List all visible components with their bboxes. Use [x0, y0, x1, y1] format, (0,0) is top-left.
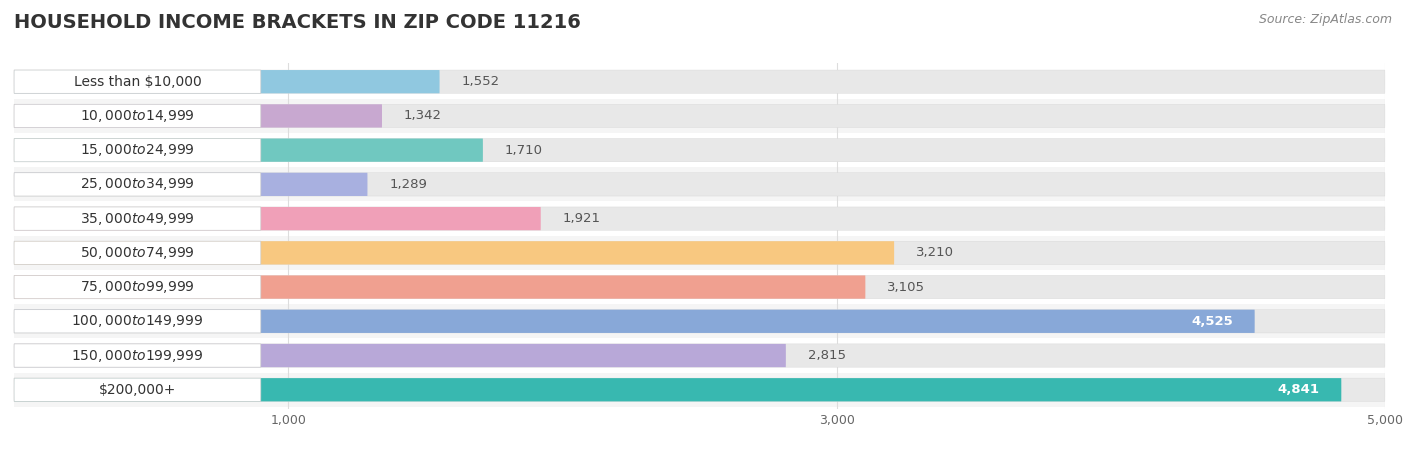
Text: HOUSEHOLD INCOME BRACKETS IN ZIP CODE 11216: HOUSEHOLD INCOME BRACKETS IN ZIP CODE 11…: [14, 13, 581, 32]
Text: Source: ZipAtlas.com: Source: ZipAtlas.com: [1258, 13, 1392, 26]
FancyBboxPatch shape: [14, 310, 1254, 333]
FancyBboxPatch shape: [14, 173, 367, 196]
FancyBboxPatch shape: [14, 207, 541, 230]
Text: 2,815: 2,815: [808, 349, 846, 362]
Text: $25,000 to $34,999: $25,000 to $34,999: [80, 176, 195, 192]
FancyBboxPatch shape: [14, 173, 1385, 196]
FancyBboxPatch shape: [14, 173, 262, 196]
FancyBboxPatch shape: [14, 310, 262, 333]
Text: 4,841: 4,841: [1278, 383, 1319, 396]
Text: 1,710: 1,710: [505, 144, 543, 157]
FancyBboxPatch shape: [14, 138, 262, 162]
FancyBboxPatch shape: [14, 70, 262, 93]
Bar: [14, 339, 1385, 373]
Text: 1,552: 1,552: [461, 75, 499, 88]
FancyBboxPatch shape: [14, 241, 262, 264]
Text: 1,342: 1,342: [404, 110, 441, 123]
FancyBboxPatch shape: [14, 344, 262, 367]
Bar: [14, 133, 1385, 167]
Text: $150,000 to $199,999: $150,000 to $199,999: [72, 348, 204, 364]
FancyBboxPatch shape: [14, 207, 1385, 230]
FancyBboxPatch shape: [14, 104, 382, 128]
FancyBboxPatch shape: [14, 275, 865, 299]
FancyBboxPatch shape: [14, 104, 262, 128]
FancyBboxPatch shape: [14, 378, 262, 401]
FancyBboxPatch shape: [14, 378, 1341, 401]
FancyBboxPatch shape: [14, 275, 262, 299]
FancyBboxPatch shape: [14, 275, 1385, 299]
FancyBboxPatch shape: [14, 207, 262, 230]
Bar: [14, 167, 1385, 202]
Bar: [14, 99, 1385, 133]
FancyBboxPatch shape: [14, 310, 1385, 333]
Text: 3,105: 3,105: [887, 281, 925, 294]
Text: $200,000+: $200,000+: [98, 383, 176, 397]
FancyBboxPatch shape: [14, 70, 440, 93]
Text: 4,525: 4,525: [1191, 315, 1233, 328]
Text: 1,289: 1,289: [389, 178, 427, 191]
Text: $15,000 to $24,999: $15,000 to $24,999: [80, 142, 195, 158]
FancyBboxPatch shape: [14, 241, 1385, 264]
Text: Less than $10,000: Less than $10,000: [73, 75, 201, 89]
Text: $50,000 to $74,999: $50,000 to $74,999: [80, 245, 195, 261]
FancyBboxPatch shape: [14, 138, 482, 162]
Bar: [14, 304, 1385, 339]
FancyBboxPatch shape: [14, 344, 1385, 367]
FancyBboxPatch shape: [14, 104, 1385, 128]
Bar: [14, 65, 1385, 99]
Text: 3,210: 3,210: [917, 247, 955, 260]
Text: $75,000 to $99,999: $75,000 to $99,999: [80, 279, 195, 295]
FancyBboxPatch shape: [14, 70, 1385, 93]
Bar: [14, 202, 1385, 236]
FancyBboxPatch shape: [14, 138, 1385, 162]
Text: $10,000 to $14,999: $10,000 to $14,999: [80, 108, 195, 124]
FancyBboxPatch shape: [14, 241, 894, 264]
Text: $100,000 to $149,999: $100,000 to $149,999: [72, 313, 204, 329]
Bar: [14, 373, 1385, 407]
FancyBboxPatch shape: [14, 378, 1385, 401]
Bar: [14, 236, 1385, 270]
FancyBboxPatch shape: [14, 344, 786, 367]
Text: 1,921: 1,921: [562, 212, 600, 225]
Bar: [14, 270, 1385, 304]
Text: $35,000 to $49,999: $35,000 to $49,999: [80, 211, 195, 227]
